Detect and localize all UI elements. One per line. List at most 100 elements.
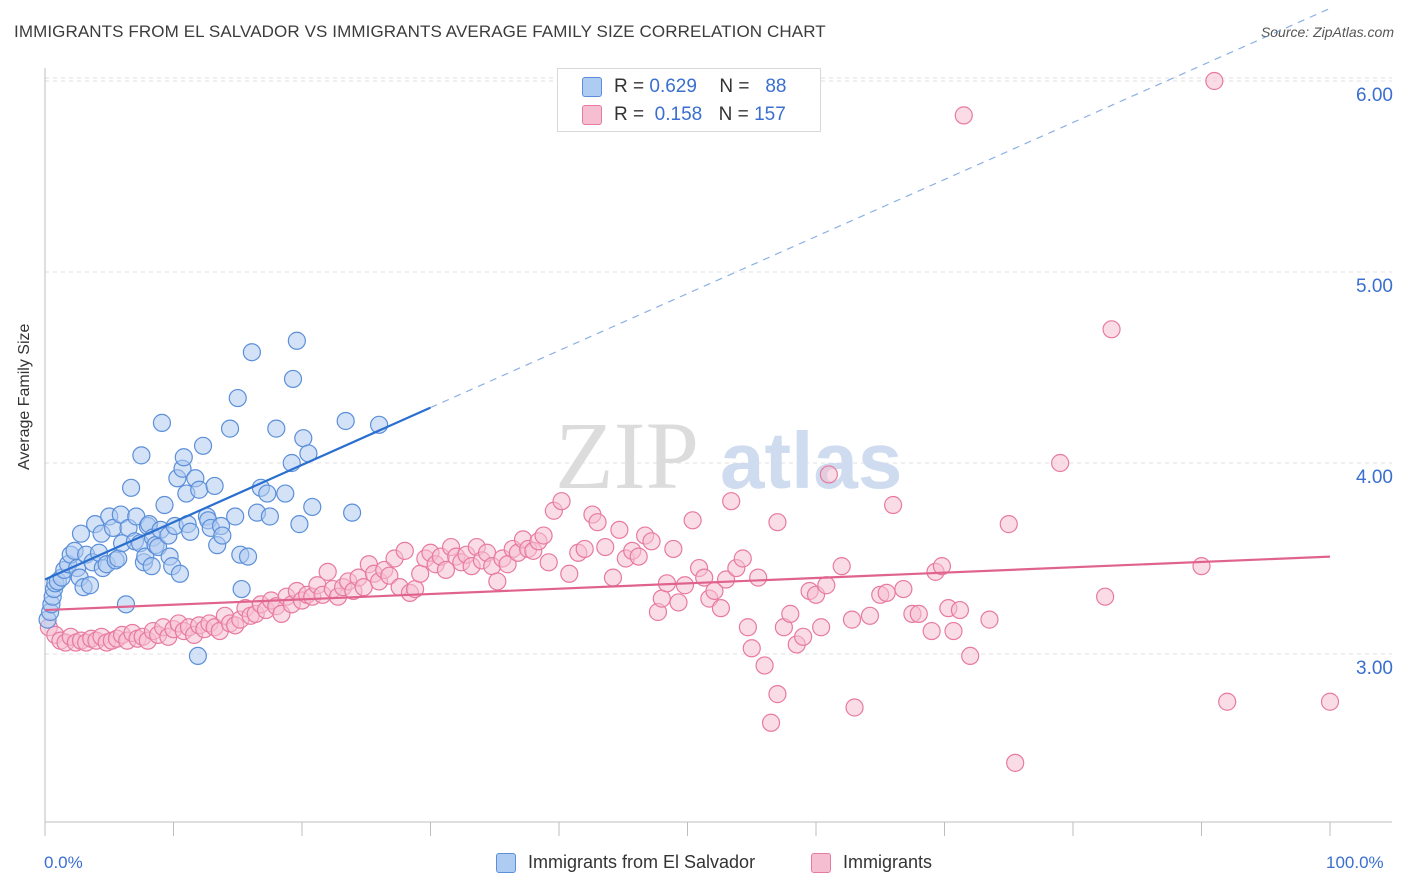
n-value-blue: 88 <box>765 76 787 97</box>
data-point <box>132 446 151 465</box>
data-point <box>588 513 607 532</box>
n-label: N = <box>718 104 749 125</box>
axes <box>44 68 1392 836</box>
gridlines <box>45 77 1392 655</box>
data-point <box>552 492 571 511</box>
x-tick-label-max: 100.0% <box>1326 853 1384 872</box>
data-point <box>188 646 208 666</box>
data-point <box>894 579 913 599</box>
data-point <box>781 604 800 623</box>
data-point <box>232 579 251 599</box>
legend-label-pink: Immigrants <box>843 852 933 872</box>
data-point <box>711 599 731 618</box>
blue-swatch <box>582 77 602 97</box>
data-point <box>999 515 1018 534</box>
r-label: R = <box>614 76 645 97</box>
legend-item-pink: Immigrants <box>811 852 932 873</box>
data-point <box>436 560 456 580</box>
y-tick-label: 3.00 <box>1356 658 1393 679</box>
watermark-zip: ZIP <box>555 402 699 509</box>
data-point <box>669 593 688 612</box>
data-point <box>226 507 245 526</box>
data-point <box>768 513 787 532</box>
data-point <box>575 539 594 559</box>
data-point <box>845 698 864 717</box>
data-point <box>220 419 240 438</box>
data-point <box>1051 453 1070 473</box>
data-point <box>944 621 963 641</box>
n-value-pink: 157 <box>754 104 786 125</box>
data-point <box>683 511 702 530</box>
y-tick-label: 6.00 <box>1356 85 1393 106</box>
data-point <box>954 106 973 125</box>
series-legend: Immigrants from El Salvador Immigrants <box>0 852 1406 878</box>
series-pink-points <box>39 71 1340 772</box>
data-point <box>539 553 558 572</box>
data-point <box>883 495 903 515</box>
data-point <box>1096 587 1115 606</box>
data-point <box>761 713 781 732</box>
trend-line-pink <box>44 555 1331 612</box>
y-tick-label: 4.00 <box>1356 467 1393 488</box>
data-point <box>817 576 836 595</box>
data-point <box>71 524 91 543</box>
trend-lines <box>44 7 1331 612</box>
legend-label-blue: Immigrants from El Salvador <box>528 852 756 872</box>
data-point <box>560 564 579 583</box>
data-point <box>380 566 399 585</box>
data-point <box>768 685 787 704</box>
data-point <box>190 480 209 499</box>
data-point <box>80 576 100 595</box>
data-point <box>742 639 761 658</box>
data-point <box>716 570 736 589</box>
r-value-blue: 0.629 <box>649 76 697 97</box>
legend-item-blue: Immigrants from El Salvador <box>496 852 755 873</box>
data-point <box>932 557 952 576</box>
data-point <box>242 343 261 362</box>
data-point <box>336 411 355 431</box>
y-axis-label: Average Family Size <box>16 323 33 470</box>
data-point <box>258 484 277 503</box>
data-point <box>174 448 193 467</box>
data-point <box>534 526 553 545</box>
data-point <box>860 606 880 625</box>
n-label: N = <box>719 76 750 97</box>
chart-title: IMMIGRANTS FROM EL SALVADOR VS IMMIGRANT… <box>14 22 826 41</box>
data-point <box>1192 557 1211 576</box>
data-point <box>283 369 303 389</box>
data-point <box>287 331 306 350</box>
y-tick-labels: 3.00 4.00 5.00 6.00 <box>1356 85 1393 679</box>
data-point <box>596 537 615 557</box>
x-tick-label-min: 0.0% <box>44 853 83 872</box>
data-point <box>812 618 831 637</box>
data-point <box>1205 71 1224 91</box>
data-point <box>303 497 322 517</box>
data-point <box>642 532 661 551</box>
data-point <box>950 600 970 620</box>
data-point <box>842 610 862 629</box>
stats-legend-row-pink: R = 0.158 N = 157 <box>582 101 786 129</box>
data-point <box>961 646 980 666</box>
pink-swatch <box>582 105 602 125</box>
data-point <box>664 539 683 559</box>
data-point <box>629 547 648 566</box>
data-point <box>109 549 128 568</box>
data-point <box>909 604 928 623</box>
data-point <box>395 541 414 560</box>
data-point <box>228 388 247 408</box>
data-point <box>652 589 671 608</box>
trend-line-blue-extension <box>430 7 1331 409</box>
data-point <box>121 478 141 497</box>
data-point <box>238 547 258 566</box>
source-label: Source: ZipAtlas.com <box>1260 24 1394 40</box>
data-point <box>832 557 851 576</box>
stats-legend-row-blue: R = 0.629 N = 88 <box>582 73 786 101</box>
watermark: ZIP atlas <box>555 402 902 509</box>
data-point <box>1218 692 1237 711</box>
legend-swatch-blue <box>496 852 516 873</box>
data-point <box>603 568 623 587</box>
data-point <box>1006 753 1025 772</box>
r-value-pink: 0.158 <box>654 104 703 125</box>
data-point <box>411 564 430 583</box>
data-point <box>794 627 813 646</box>
